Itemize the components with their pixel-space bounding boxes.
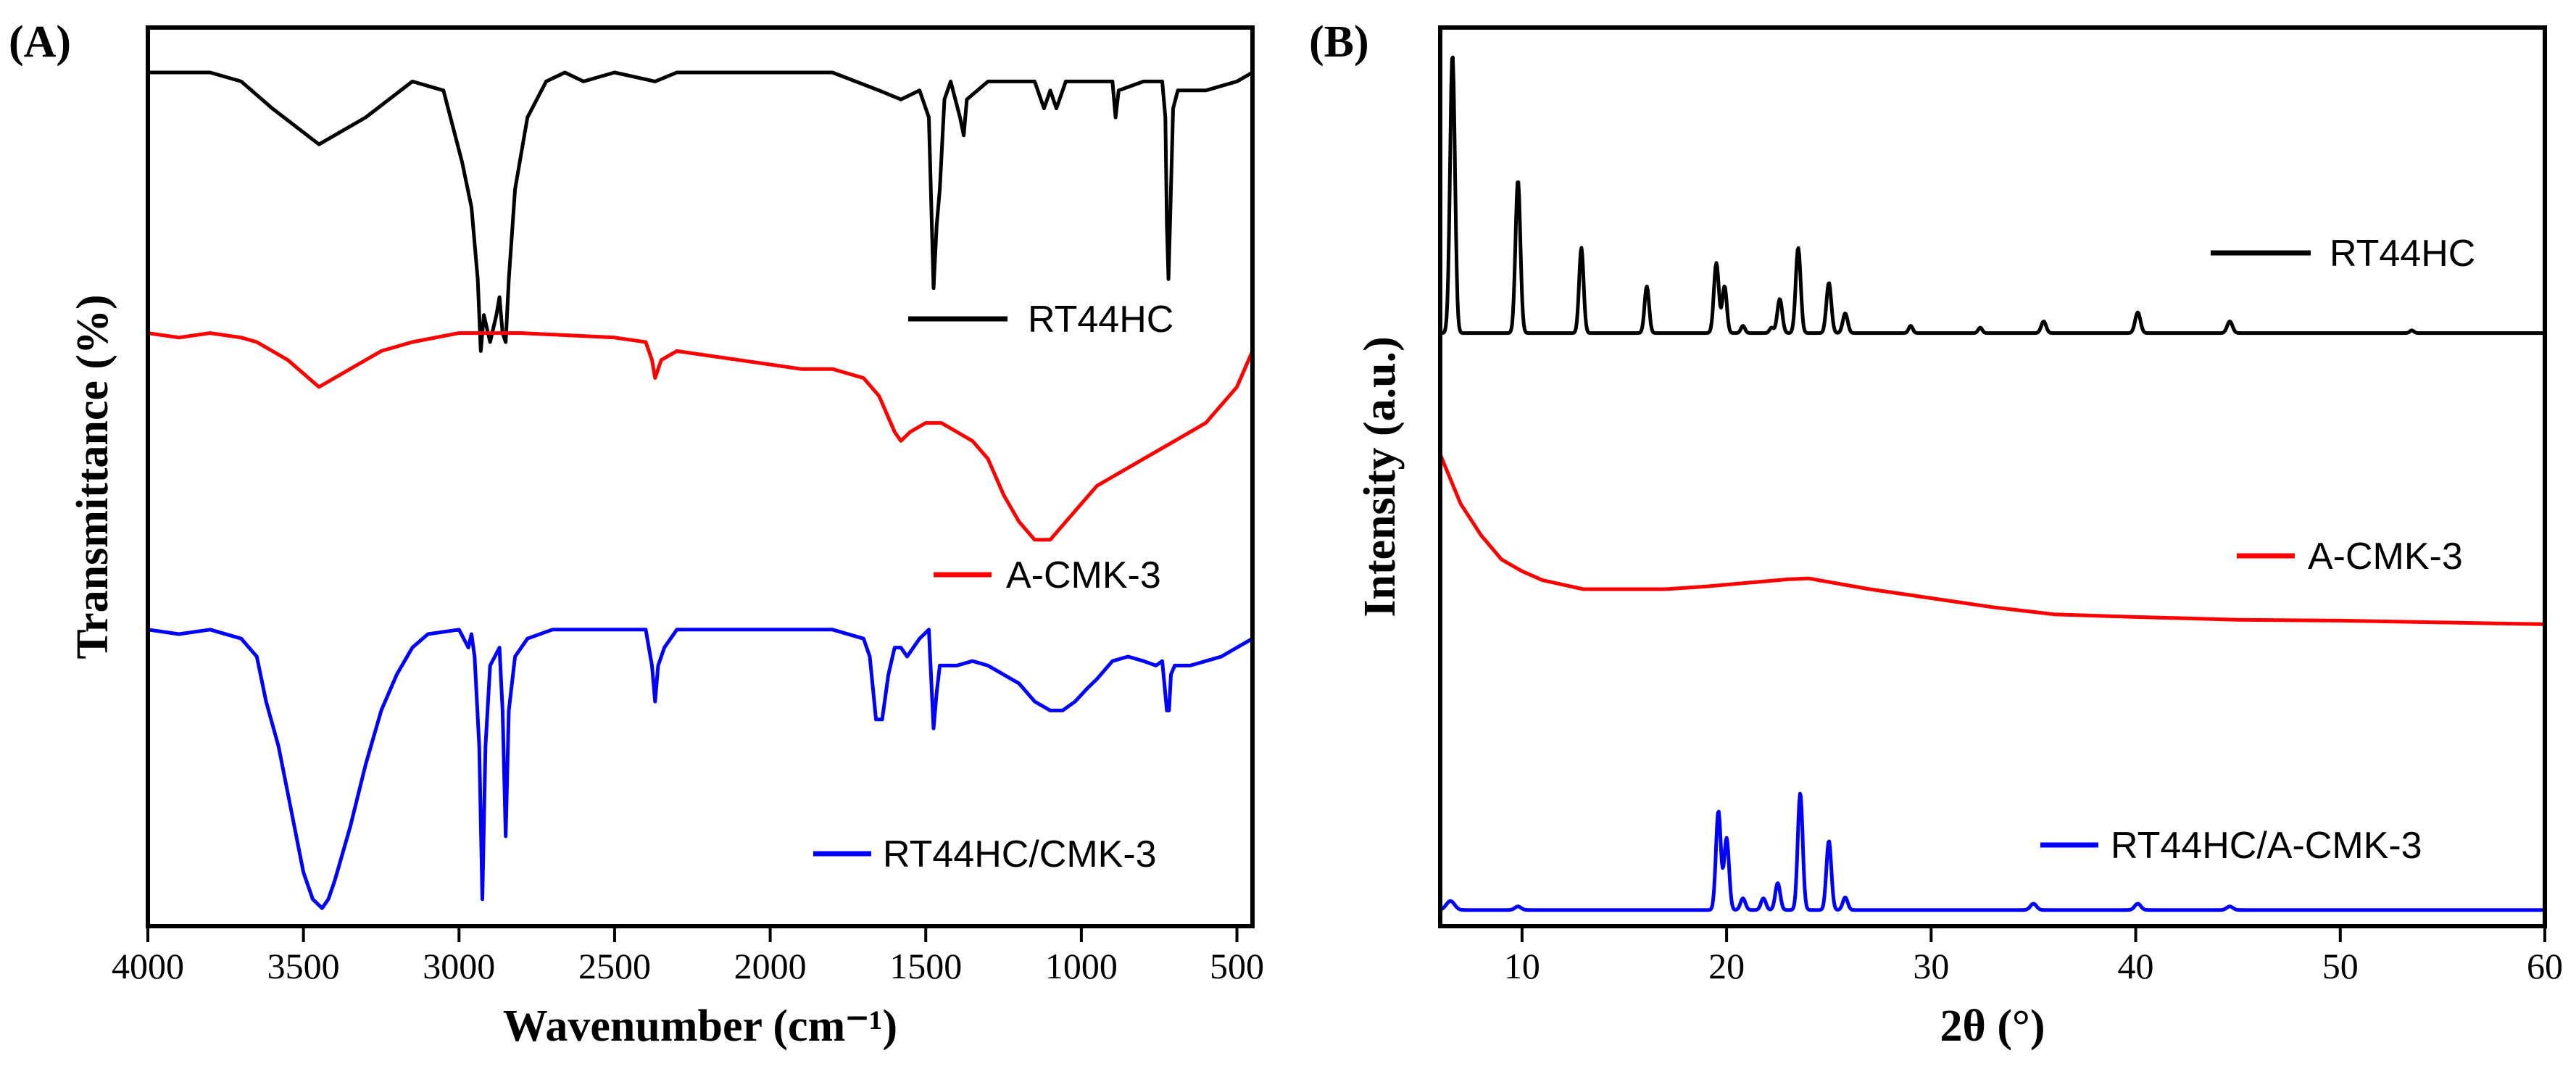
panel-a-x-axis-title-text: Wavenumber (cm⁻¹) (503, 1002, 897, 1051)
panel-b-frame (1438, 25, 2547, 928)
panel-b: (B) 10 20 30 40 50 60 2θ (°) Intensity (a.u.)… (1309, 17, 2563, 1051)
panel-b-label: (B) (1309, 17, 1369, 67)
series-a-a-cmk-3 (146, 331, 1255, 542)
panel-a-x-ticks: 4000 3500 3000 2500 2000 1500 1000 500 (112, 926, 1264, 986)
x-tick-label-b-60: 60 (2527, 946, 2563, 986)
panel-b-x-axis-title: 2θ (°) (1940, 1002, 2045, 1051)
x-tick-label-a-2500: 2500 (578, 946, 651, 986)
panel-a-y-axis-title: Transmittance (%) (68, 294, 117, 659)
legend-label-b-rt44hc: RT44HC (2330, 233, 2475, 275)
x-tick-label-b-50: 50 (2322, 946, 2359, 986)
x-tick-label-b-30: 30 (1913, 946, 1949, 986)
panel-a-label: (A) (9, 17, 71, 67)
x-tick-label-b-10: 10 (1504, 946, 1540, 986)
series-b-a-cmk-3 (1438, 452, 2547, 626)
panel-a: (A) 4000 3500 3000 2500 2000 1500 1000 500 Wave… (9, 17, 1264, 1051)
panel-b-x-ticks: 10 20 30 40 50 60 (1504, 926, 2563, 986)
panel-b-y-axis-title: Intensity (a.u.) (1355, 336, 1405, 617)
x-tick-label-b-40: 40 (2118, 946, 2154, 986)
series-a-rt44hc (146, 70, 1255, 353)
x-tick-label-a-3500: 3500 (267, 946, 340, 986)
legend-label-rt44hc: RT44HC (1028, 299, 1173, 341)
x-tick-label-a-1500: 1500 (889, 946, 962, 986)
panel-b-series-group (1438, 55, 2547, 912)
x-tick-label-a-4000: 4000 (112, 946, 184, 986)
panel-a-legend: RT44HC A-CMK-3 RT44HC/CMK-3 (813, 299, 1173, 875)
x-tick-label-b-20: 20 (1708, 946, 1745, 986)
legend-label-b-rt44hc-a-cmk-3: RT44HC/A-CMK-3 (2111, 825, 2422, 867)
panel-a-x-axis-title: Wavenumber (cm⁻¹) (503, 1002, 897, 1051)
panel-a-series-group (146, 70, 1255, 910)
legend-label-rt44hc-cmk-3: RT44HC/CMK-3 (883, 833, 1157, 875)
series-b-rt44hc-a-cmk-3 (1438, 791, 2547, 912)
series-b-rt44hc (1438, 55, 2547, 336)
x-tick-label-a-1000: 1000 (1045, 946, 1118, 986)
x-tick-label-a-2000: 2000 (734, 946, 807, 986)
legend-label-b-a-cmk-3: A-CMK-3 (2308, 536, 2463, 578)
series-a-rt44hc-cmk-3 (146, 628, 1255, 910)
x-tick-label-a-3000: 3000 (423, 946, 495, 986)
legend-label-a-cmk-3: A-CMK-3 (1006, 554, 1161, 596)
panel-b-legend: RT44HC A-CMK-3 RT44HC/A-CMK-3 (2040, 233, 2475, 867)
panel-a-frame (146, 25, 1255, 928)
x-tick-label-a-500: 500 (1210, 946, 1264, 986)
